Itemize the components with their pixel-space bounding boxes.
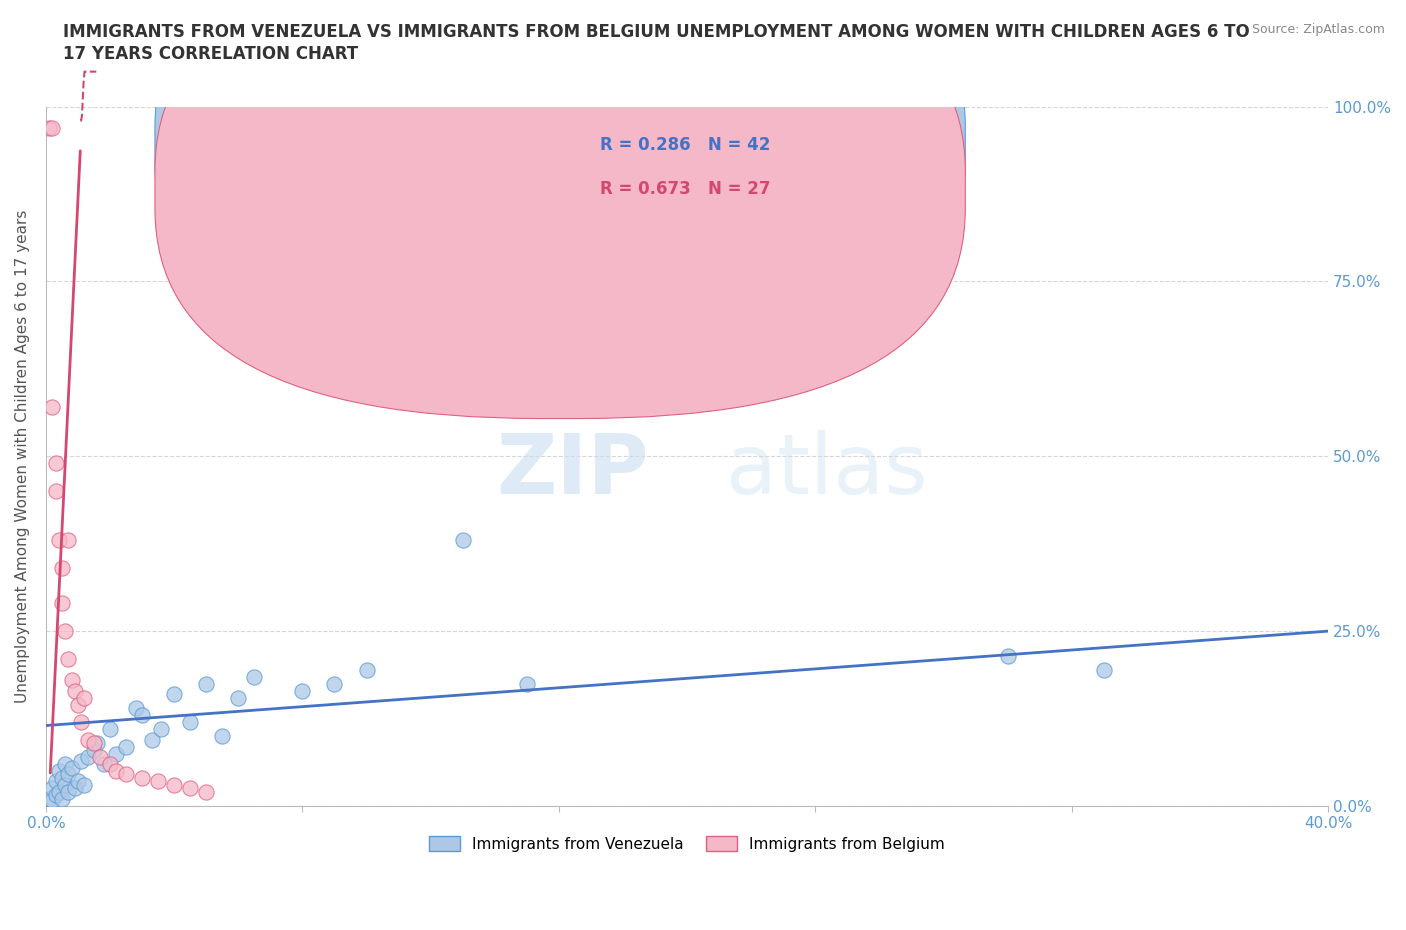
Point: [51, 596, 73, 611]
Point: [1092, 662, 1115, 677]
Point: [45, 484, 67, 498]
Point: [48, 533, 70, 548]
Text: IMMIGRANTS FROM VENEZUELA VS IMMIGRANTS FROM BELGIUM UNEMPLOYMENT AMONG WOMEN WI: IMMIGRANTS FROM VENEZUELA VS IMMIGRANTS …: [63, 23, 1250, 41]
Point: [146, 774, 169, 789]
Point: [997, 648, 1019, 663]
Point: [105, 764, 128, 778]
Point: [76, 732, 98, 747]
Point: [58, 767, 80, 782]
Text: ZIP: ZIP: [496, 430, 648, 511]
Point: [179, 714, 201, 729]
Text: 17 YEARS CORRELATION CHART: 17 YEARS CORRELATION CHART: [63, 45, 359, 62]
Point: [41, 793, 63, 808]
Point: [48, 785, 70, 800]
FancyBboxPatch shape: [155, 0, 966, 375]
Point: [179, 781, 201, 796]
Point: [98, 757, 121, 772]
Point: [163, 686, 186, 701]
Point: [356, 662, 378, 677]
Point: [89, 750, 111, 764]
Point: [163, 777, 186, 792]
Point: [48, 764, 70, 778]
Point: [60, 672, 83, 687]
Point: [141, 732, 163, 747]
Point: [66, 774, 89, 789]
Point: [41, 781, 63, 796]
Point: [105, 746, 128, 761]
Point: [51, 771, 73, 786]
Y-axis label: Unemployment Among Women with Children Ages 6 to 17 years: Unemployment Among Women with Children A…: [15, 209, 30, 703]
Point: [516, 676, 538, 691]
Point: [211, 728, 233, 743]
Point: [93, 757, 115, 772]
FancyBboxPatch shape: [515, 117, 873, 222]
FancyBboxPatch shape: [155, 0, 966, 418]
Text: atlas: atlas: [725, 430, 928, 511]
Point: [291, 684, 314, 698]
Text: R = 0.286   N = 42: R = 0.286 N = 42: [600, 137, 770, 154]
Point: [323, 676, 346, 691]
Point: [83, 736, 105, 751]
Point: [115, 739, 138, 754]
Point: [73, 690, 96, 705]
Point: [125, 700, 148, 715]
Point: [38, 791, 60, 806]
Point: [53, 777, 76, 792]
Point: [195, 785, 218, 800]
Point: [195, 676, 218, 691]
Point: [38, 120, 60, 135]
Point: [58, 785, 80, 800]
Point: [70, 753, 93, 768]
Point: [51, 791, 73, 806]
Point: [41, 120, 63, 135]
Point: [150, 722, 173, 737]
Point: [243, 670, 266, 684]
Point: [45, 456, 67, 471]
Text: R = 0.673   N = 27: R = 0.673 N = 27: [600, 180, 770, 198]
Point: [51, 561, 73, 576]
Point: [45, 788, 67, 803]
Point: [58, 652, 80, 667]
Point: [131, 771, 153, 786]
Point: [66, 698, 89, 712]
Text: Source: ZipAtlas.com: Source: ZipAtlas.com: [1251, 23, 1385, 36]
Point: [131, 708, 153, 723]
Point: [73, 777, 96, 792]
Point: [86, 736, 108, 751]
Point: [53, 757, 76, 772]
Point: [41, 400, 63, 415]
Point: [83, 742, 105, 757]
Point: [70, 714, 93, 729]
Point: [60, 760, 83, 775]
Point: [58, 533, 80, 548]
Point: [63, 684, 86, 698]
Legend: Immigrants from Venezuela, Immigrants from Belgium: Immigrants from Venezuela, Immigrants fr…: [423, 830, 950, 857]
Point: [115, 767, 138, 782]
Point: [98, 722, 121, 737]
Point: [451, 533, 474, 548]
Point: [226, 690, 249, 705]
Point: [53, 624, 76, 639]
Point: [63, 781, 86, 796]
Point: [76, 750, 98, 764]
Point: [45, 774, 67, 789]
